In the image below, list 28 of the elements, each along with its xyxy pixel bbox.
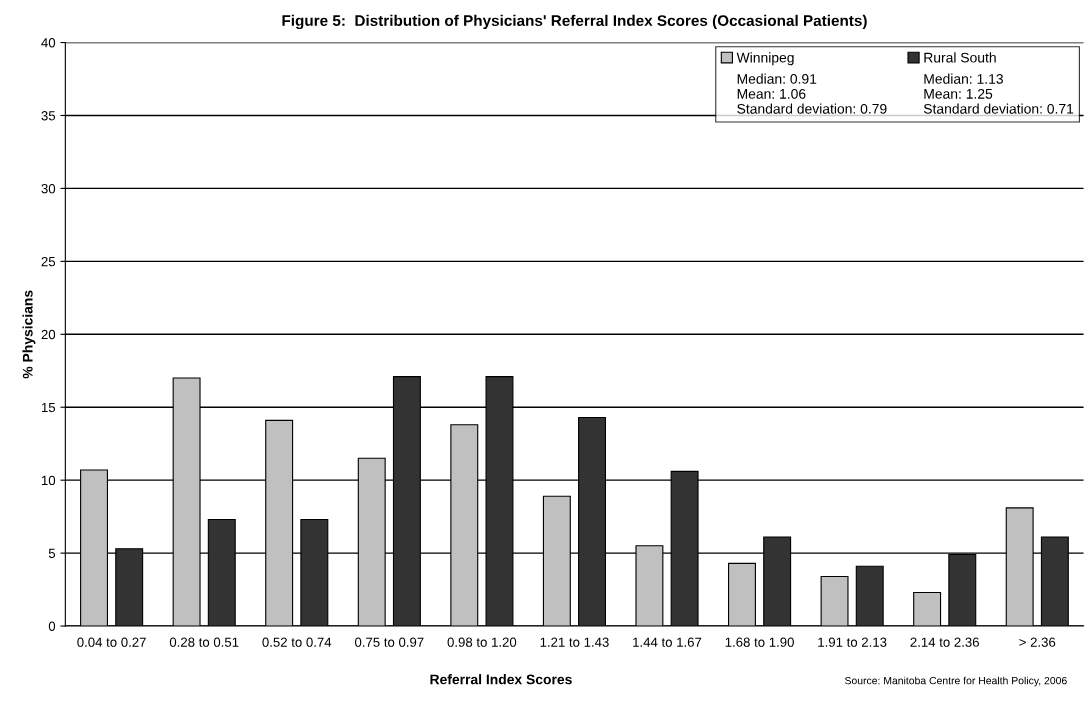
x-tick-label: 1.44 to 1.67 [633, 637, 702, 647]
annotation: Median: 1.13 Mean: 1.25 Standard deviation: 0.71 [923, 73, 1074, 114]
x-tick-label: 0.28 to 0.51 [169, 637, 239, 647]
y-tick-label: 40 [41, 38, 56, 48]
y-tick-label: 10 [41, 475, 56, 486]
legend-label: Winnipeg [736, 52, 794, 66]
y-tick-label: 25 [41, 256, 56, 267]
x-tick-label: 0.52 to 0.74 [262, 637, 332, 647]
annotation: Median: 0.91 Mean: 1.06 Standard deviation: 0.79 [737, 73, 887, 114]
y-axis-title: % Physicians [22, 290, 36, 379]
x-tick-label: 1.91 to 2.13 [818, 637, 887, 647]
x-tick-label: 2.14 to 2.36 [910, 637, 979, 647]
y-tick-label: 30 [41, 183, 56, 194]
x-tick-label: 1.21 to 1.43 [540, 637, 609, 647]
x-tick-label: 0.75 to 0.97 [354, 637, 424, 647]
x-axis-title: Referral Index Scores [430, 674, 572, 685]
y-tick-label: 0 [48, 621, 56, 631]
y-tick-label: 5 [48, 548, 56, 559]
y-tick-label: 15 [41, 402, 56, 413]
x-tick-label: > 2.36 [1019, 637, 1056, 647]
x-tick-label: 0.98 to 1.20 [447, 637, 517, 647]
chart-title: Figure 5: Distribution of Physicians' Referral Index Scores (Occasional Patients) [282, 14, 867, 30]
x-tick-label: 1.68 to 1.90 [725, 637, 794, 647]
source-note: Source: Manitoba Centre for Health Policy, 2006 [844, 676, 1067, 687]
x-tick-label: 0.04 to 0.27 [77, 637, 146, 647]
legend-label: Rural South [924, 52, 996, 63]
y-tick-label: 20 [41, 329, 56, 340]
y-tick-label: 35 [41, 111, 56, 121]
